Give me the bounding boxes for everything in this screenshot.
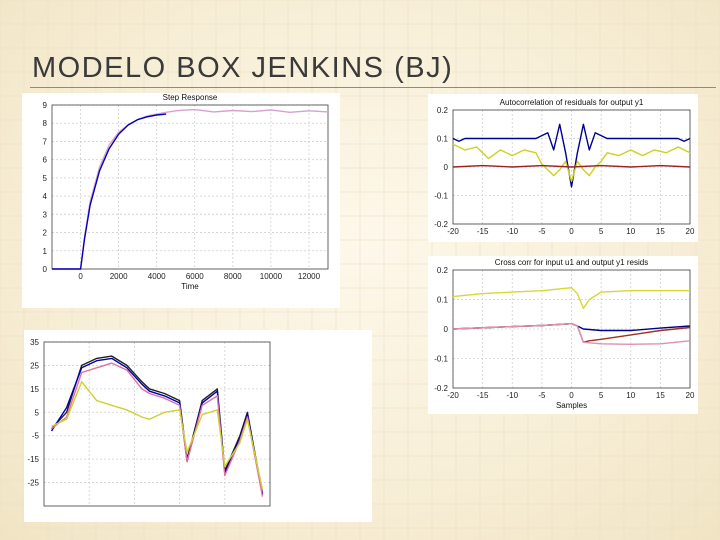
y-tick-label: 15: [30, 385, 39, 394]
x-tick-label: 0: [78, 272, 83, 281]
y-tick-label: 5: [43, 174, 48, 183]
y-tick-label: -0.1: [434, 355, 448, 364]
y-tick-label: -0.2: [434, 220, 448, 229]
series-line-1: [452, 287, 690, 309]
y-tick-label: 8: [43, 119, 48, 128]
x-tick-label: -20: [447, 391, 459, 400]
series-line-2: [52, 113, 167, 270]
x-tick-label: 4000: [148, 272, 166, 281]
x-tick-label: 10: [626, 391, 635, 400]
y-tick-label: 0.2: [437, 266, 449, 275]
x-tick-label: -10: [506, 227, 518, 236]
x-tick-label: 0: [569, 227, 574, 236]
chart-title: Autocorrelation of residuals for output …: [500, 98, 644, 107]
y-tick-label: 5: [35, 408, 40, 417]
y-tick-label: -5: [32, 432, 40, 441]
autocorrelation-chart: -20 -15 -10 -5 0 5 10 15 20 -0.2 -0.1 0 0.1 0.2 Autoco…: [428, 94, 698, 242]
y-tick-label: 0.1: [437, 296, 449, 305]
x-tick-label: 5: [599, 227, 604, 236]
figure-background: [428, 94, 698, 242]
y-tick-label: -25: [27, 479, 39, 488]
chart-title: Step Response: [163, 93, 218, 102]
output-comparison-figure: 35 25 15 5 -5 -15 -25: [24, 330, 372, 522]
y-tick-label: 0: [444, 163, 449, 172]
x-tick-label: -15: [477, 391, 489, 400]
x-tick-label: 0: [569, 391, 574, 400]
x-tick-label: 20: [686, 227, 695, 236]
x-tick-label: -5: [538, 391, 546, 400]
y-tick-label: 7: [43, 137, 48, 146]
step-response-figure: 0 2000 4000 6000 8000 10000 12000 0 1 2 3 4 5 6 7 8 9 Ste…: [22, 93, 340, 308]
title-underline: [30, 87, 716, 88]
x-tick-label: -20: [447, 227, 459, 236]
y-tick-label: -15: [27, 455, 39, 464]
y-tick-label: -0.2: [434, 384, 448, 393]
series-line-4: [452, 322, 691, 346]
x-tick-label: 20: [686, 391, 695, 400]
autocorrelation-figure: -20 -15 -10 -5 0 5 10 15 20 -0.2 -0.1 0 0.1 0.2 Autoco…: [428, 94, 698, 242]
cross-correlation-chart: -20 -15 -10 -5 0 5 10 15 20 -0.2 -0.1 0 0.1 0.2 Cross …: [428, 256, 698, 414]
x-tick-label: 6000: [186, 272, 204, 281]
x-tick-label: 5: [599, 391, 604, 400]
x-axis-label: Time: [181, 282, 199, 291]
y-tick-label: 35: [30, 338, 39, 347]
cross-correlation-figure: -20 -15 -10 -5 0 5 10 15 20 -0.2 -0.1 0 0.1 0.2 Cross …: [428, 256, 698, 414]
series-line-1: [452, 123, 691, 188]
series-line-2: [452, 143, 691, 183]
figure-background: [22, 93, 340, 308]
y-tick-label: 3: [43, 210, 48, 219]
y-tick-label: 0.2: [437, 106, 449, 115]
plot-frame: [51, 104, 329, 270]
y-tick-label: 25: [30, 361, 39, 370]
plot-frame: [43, 341, 271, 507]
x-tick-label: 10: [626, 227, 635, 236]
x-tick-label: 8000: [224, 272, 242, 281]
series-line-1: [52, 108, 329, 270]
y-tick-label: 0.1: [437, 135, 449, 144]
x-tick-label: 15: [656, 391, 665, 400]
y-tick-label: 4: [43, 192, 48, 201]
y-tick-label: 1: [43, 247, 48, 256]
y-tick-label: 9: [43, 101, 48, 110]
y-tick-label: 0: [444, 325, 449, 334]
series-line-3: [452, 164, 691, 168]
output-comparison-chart: 35 25 15 5 -5 -15 -25: [24, 330, 372, 522]
x-tick-label: -10: [506, 391, 518, 400]
x-tick-label: 15: [656, 227, 665, 236]
x-tick-label: -5: [538, 227, 546, 236]
x-tick-label: -15: [477, 227, 489, 236]
x-tick-label: 10000: [260, 272, 283, 281]
y-tick-label: 0: [43, 265, 48, 274]
series-line-2: [50, 357, 264, 495]
series-line-4: [51, 381, 264, 490]
y-tick-label: 6: [43, 156, 48, 165]
slide-title: MODELO BOX JENKINS (BJ): [32, 52, 454, 84]
x-tick-label: 2000: [110, 272, 128, 281]
x-tick-label: 12000: [298, 272, 321, 281]
step-response-chart: 0 2000 4000 6000 8000 10000 12000 0 1 2 3 4 5 6 7 8 9 Ste…: [22, 93, 340, 308]
series-line-3: [51, 362, 264, 497]
x-axis-label: Samples: [556, 401, 587, 410]
y-tick-label: -0.1: [434, 192, 448, 201]
y-tick-label: 2: [43, 229, 48, 238]
chart-title: Cross corr for input u1 and output y1 re…: [495, 258, 648, 267]
